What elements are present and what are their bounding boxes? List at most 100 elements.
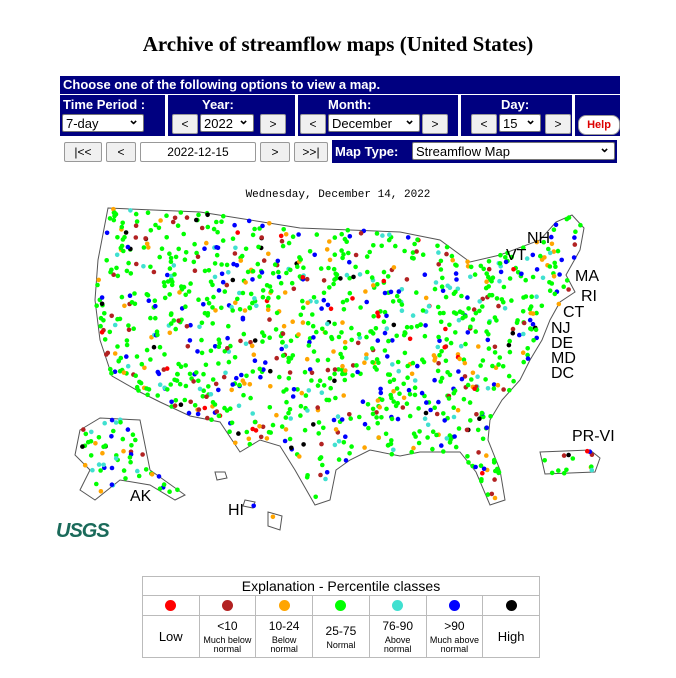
gauge-dot xyxy=(257,424,262,429)
gauge-dot xyxy=(274,412,279,418)
help-button[interactable]: Help xyxy=(578,115,620,135)
gauge-dot xyxy=(133,373,138,379)
gauge-dot xyxy=(210,321,215,326)
gauge-dot xyxy=(339,417,345,422)
last-button[interactable]: >>| xyxy=(294,142,328,162)
gauge-dot xyxy=(365,402,371,407)
gauge-dot xyxy=(405,375,410,381)
gauge-dot xyxy=(430,446,435,452)
map-type-select[interactable]: Streamflow Map xyxy=(412,139,615,160)
gauge-dot xyxy=(152,298,158,304)
gauge-dot xyxy=(176,246,181,252)
gauge-dot xyxy=(375,338,381,343)
gauge-dot xyxy=(350,363,356,368)
day-select[interactable]: 15 xyxy=(499,111,541,132)
month-select[interactable]: December xyxy=(328,111,420,132)
gauge-dot xyxy=(364,352,369,357)
gauge-dot xyxy=(473,329,479,334)
gauge-dot xyxy=(566,452,571,458)
gauge-dot xyxy=(316,431,322,436)
gauge-dot xyxy=(117,316,123,322)
gauge-dot xyxy=(461,396,467,402)
gauge-dot xyxy=(211,226,217,232)
prev-button[interactable]: < xyxy=(106,142,136,162)
gauge-dot xyxy=(112,322,118,328)
gauge-dot xyxy=(121,248,126,254)
gauge-dot xyxy=(503,254,508,260)
gauge-dot xyxy=(547,250,553,256)
gauge-dot xyxy=(153,303,158,309)
gauge-dot xyxy=(441,449,446,454)
gauge-dot xyxy=(98,323,103,329)
gauge-dot xyxy=(303,393,309,398)
legend-swatch xyxy=(392,600,404,611)
gauge-dot xyxy=(509,298,514,303)
gauge-dot xyxy=(457,309,463,315)
gauge-dot xyxy=(245,269,251,275)
time-period-select[interactable]: 7-day xyxy=(62,111,144,132)
gauge-dot xyxy=(355,369,360,375)
gauge-dot xyxy=(288,338,294,344)
gauge-dot xyxy=(315,405,321,410)
gauge-dot xyxy=(492,344,498,350)
next-button[interactable]: > xyxy=(260,142,290,162)
gauge-dot xyxy=(266,429,272,435)
gauge-dot xyxy=(229,387,234,393)
next-button[interactable]: > xyxy=(545,114,571,134)
gauge-dot xyxy=(114,252,120,258)
gauge-dot xyxy=(178,364,184,370)
gauge-dot xyxy=(199,350,205,356)
gauge-dot xyxy=(521,331,526,337)
gauge-dot xyxy=(394,386,400,391)
state-label: MA xyxy=(575,268,599,285)
gauge-dot xyxy=(148,357,153,362)
gauge-dot xyxy=(384,406,389,412)
gauge-dot xyxy=(291,286,297,292)
gauge-dot xyxy=(258,374,263,380)
next-button[interactable]: > xyxy=(260,114,286,134)
gauge-dot xyxy=(475,427,481,433)
gauge-dot xyxy=(570,456,576,461)
gauge-dot xyxy=(264,283,270,288)
prev-button[interactable]: < xyxy=(300,114,326,134)
gauge-dot xyxy=(434,432,439,438)
next-button[interactable]: > xyxy=(422,114,448,134)
gauge-dot xyxy=(420,308,426,313)
gauge-dot xyxy=(402,330,408,335)
first-button[interactable]: |<< xyxy=(64,142,102,162)
gauge-dot xyxy=(173,398,179,403)
gauge-dot xyxy=(390,362,395,367)
gauge-dot xyxy=(311,349,317,354)
year-select[interactable]: 2022 xyxy=(200,111,254,132)
gauge-dot xyxy=(232,355,238,360)
gauge-dot xyxy=(114,265,119,271)
legend-swatch-cell xyxy=(255,595,313,616)
gauge-dot xyxy=(530,321,536,327)
gauge-dot xyxy=(549,234,554,240)
gauge-dot xyxy=(379,397,385,403)
prev-button[interactable]: < xyxy=(172,114,198,134)
gauge-dot xyxy=(136,473,142,479)
gauge-dot xyxy=(332,235,338,240)
gauge-dot xyxy=(307,249,313,254)
gauge-dot xyxy=(332,442,338,448)
gauge-dot xyxy=(379,243,385,249)
state-label: HI xyxy=(228,502,244,519)
gauge-dot xyxy=(171,318,177,323)
gauge-dot xyxy=(250,411,255,416)
gauge-dot xyxy=(497,261,503,266)
gauge-dot xyxy=(252,419,258,425)
gauge-dot xyxy=(555,248,561,254)
gauge-dot xyxy=(338,276,343,281)
date-field[interactable]: 2022-12-15 xyxy=(140,142,256,162)
gauge-dot xyxy=(260,288,266,293)
gauge-dot xyxy=(221,213,226,219)
gauge-dot xyxy=(213,381,219,387)
gauge-dot xyxy=(360,399,366,405)
prev-button[interactable]: < xyxy=(471,114,497,134)
gauge-dot xyxy=(146,298,152,304)
gauge-dot xyxy=(356,332,362,337)
gauge-dot xyxy=(230,382,235,387)
gauge-dot xyxy=(465,259,470,265)
gauge-dot xyxy=(158,218,163,223)
